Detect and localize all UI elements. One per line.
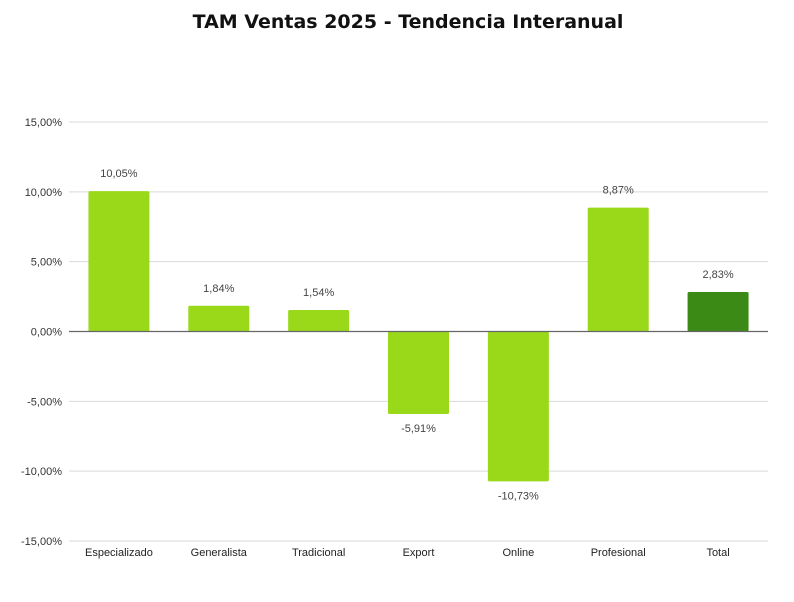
x-tick-label: Export <box>403 547 435 559</box>
data-label: -10,73% <box>498 490 539 502</box>
bar-tradicional <box>288 309 350 332</box>
bar-generalista <box>188 305 250 332</box>
y-tick-label: 15,00% <box>25 117 63 129</box>
bar-total <box>687 291 749 332</box>
y-tick-label: -15,00% <box>21 536 62 548</box>
data-label: 2,83% <box>702 269 733 281</box>
bar-especializado <box>88 191 150 332</box>
bar-online <box>487 331 549 482</box>
data-label: 1,54% <box>303 287 334 299</box>
x-tick-label: Generalista <box>191 547 248 559</box>
x-tick-label: Profesional <box>591 547 646 559</box>
y-tick-label: 10,00% <box>25 187 63 199</box>
x-tick-label: Especializado <box>85 547 153 559</box>
x-tick-label: Total <box>706 547 729 559</box>
y-tick-label: -5,00% <box>27 396 62 408</box>
y-tick-label: 0,00% <box>31 327 62 339</box>
bar-export <box>388 331 449 415</box>
chart-title: TAM Ventas 2025 - Tendencia Interanual <box>193 11 624 33</box>
x-tick-label: Online <box>502 547 534 559</box>
data-label: 10,05% <box>100 168 138 180</box>
bar-profesional <box>587 207 649 332</box>
y-tick-label: 5,00% <box>31 257 62 269</box>
y-tick-label: -10,00% <box>21 466 62 478</box>
x-tick-label: Tradicional <box>292 547 345 559</box>
data-label: 8,87% <box>603 185 634 197</box>
data-label: -5,91% <box>401 423 436 435</box>
data-label: 1,84% <box>203 283 234 295</box>
